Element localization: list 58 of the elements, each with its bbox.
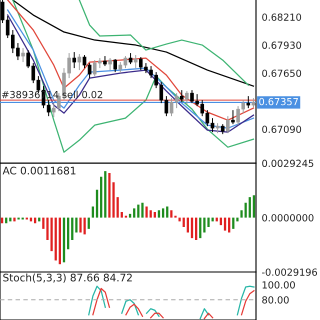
bar: [137, 204, 140, 218]
bar: [248, 197, 251, 218]
y-tick-label: 0.0000000: [262, 214, 314, 222]
bar: [166, 206, 168, 218]
candlestick: [134, 54, 138, 69]
bar: [236, 218, 239, 222]
bar: [88, 218, 90, 229]
candlestick: [226, 116, 230, 134]
bar: [84, 218, 86, 234]
ref-line-label: 0.67357: [259, 98, 298, 106]
candlestick: [128, 52, 132, 65]
candlestick: [252, 98, 256, 108]
y-tick-label: -0.0029196: [262, 268, 318, 276]
y-tick-label: 0.68210: [262, 14, 302, 21]
bar: [116, 197, 119, 218]
bar: [170, 210, 172, 218]
bar: [232, 218, 234, 229]
candlestick: [185, 90, 189, 105]
bar: [133, 208, 136, 218]
bar: [194, 218, 198, 240]
y-tick-label: 0.0029245: [262, 160, 314, 168]
bar: [186, 218, 190, 233]
bar: [5, 218, 8, 224]
candlestick: [108, 58, 112, 71]
candlestick: [220, 124, 225, 135]
bar: [13, 218, 16, 222]
candlestick: [216, 122, 220, 134]
bar: [30, 218, 32, 222]
bar: [216, 218, 218, 222]
bar: [42, 218, 44, 229]
candlestick: [72, 52, 76, 69]
bar: [38, 218, 40, 222]
bar: [104, 171, 106, 218]
y-tick-label: 80.00: [262, 296, 289, 304]
candlestick: [21, 48, 25, 63]
bar: [178, 218, 181, 222]
bar: [54, 218, 57, 260]
candlestick: [246, 96, 250, 109]
bar: [212, 218, 214, 222]
y-tick-label: 0.67930: [262, 42, 302, 49]
bar: [154, 212, 156, 218]
candlestick: [180, 90, 184, 103]
bar: [66, 218, 70, 250]
candlestick: [113, 58, 118, 73]
y-tick-label: 100.00: [262, 281, 295, 289]
bar: [58, 218, 62, 264]
candlestick: [103, 56, 107, 67]
bar: [228, 218, 230, 233]
candlestick: [78, 54, 82, 71]
line-series: [78, 0, 249, 86]
bar: [199, 218, 202, 238]
y-tick-label: 0.67090: [262, 126, 302, 133]
y-tick-label: 0.67650: [262, 70, 302, 77]
chart-title: AC 0.0011681: [2, 166, 76, 175]
bar: [9, 218, 12, 222]
candlestick: [231, 110, 235, 125]
bar: [150, 210, 152, 218]
chart-title: Stoch(5,3,3) 87.66 84.72: [3, 273, 132, 283]
